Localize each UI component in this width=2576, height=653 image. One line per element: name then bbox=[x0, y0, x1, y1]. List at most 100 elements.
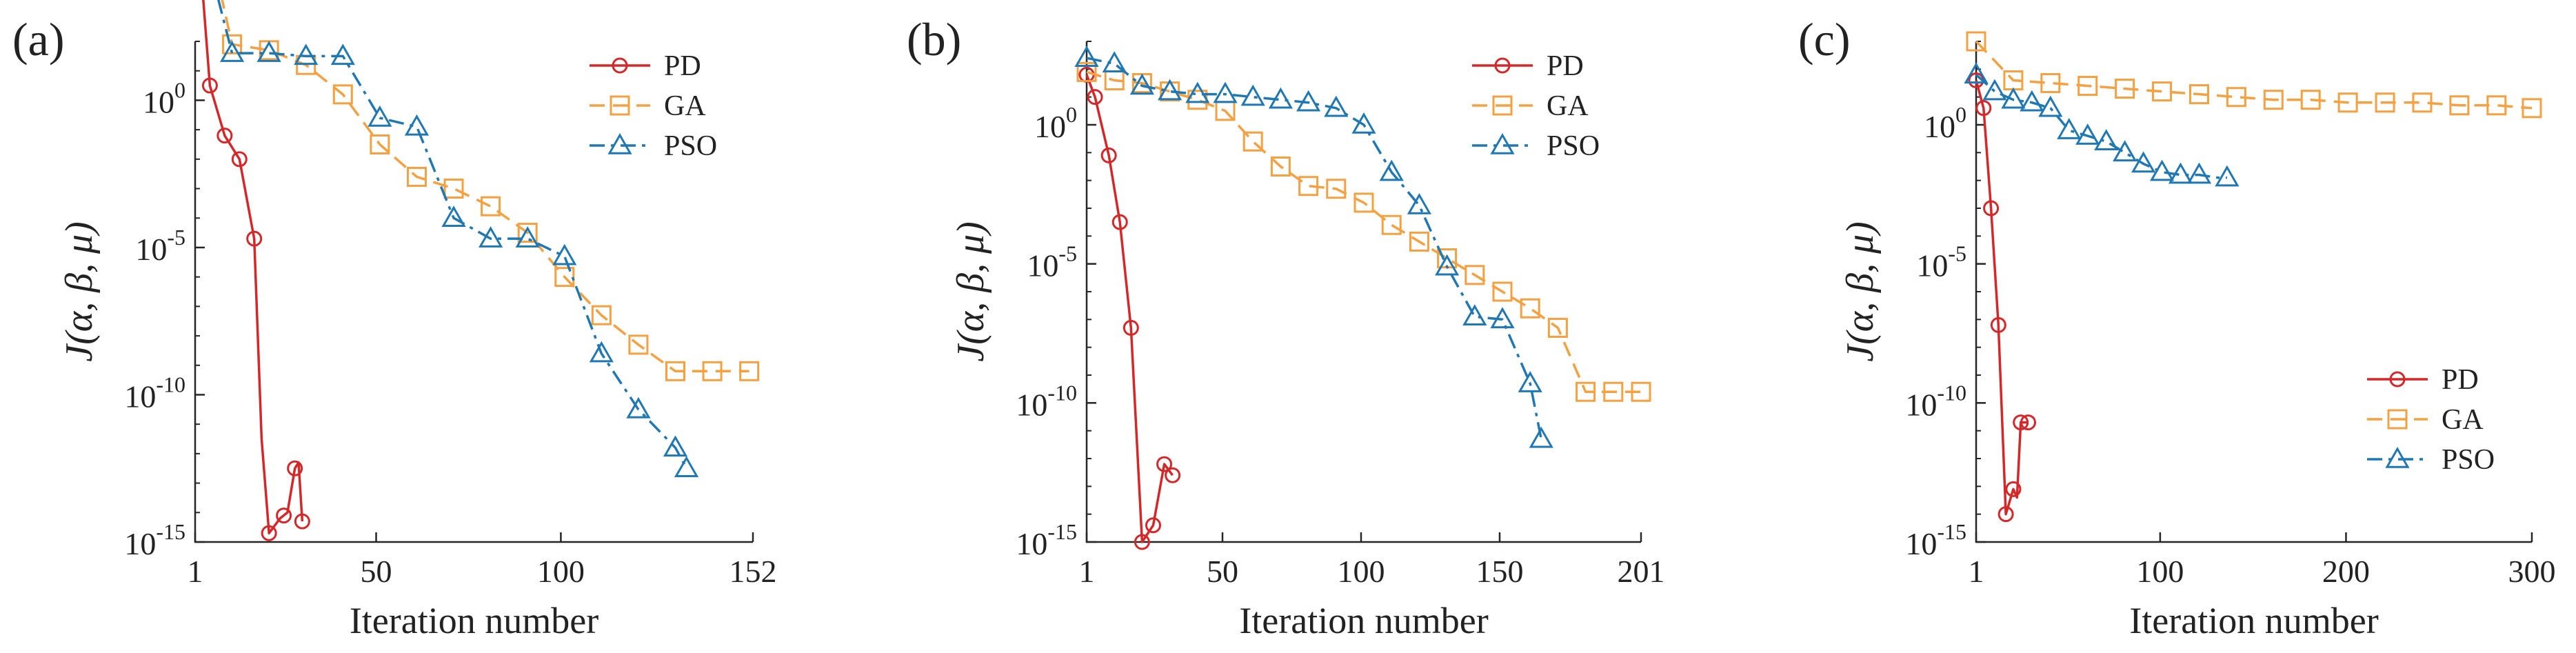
x-tick-label: 201 bbox=[1618, 554, 1665, 589]
triangle-marker bbox=[2075, 123, 2100, 145]
triangle-marker bbox=[1158, 79, 1183, 101]
triangle-marker bbox=[663, 435, 688, 457]
triangle-marker bbox=[1435, 254, 1460, 276]
x-axis-label: Iteration number bbox=[2129, 600, 2378, 641]
triangle-marker bbox=[1102, 51, 1127, 73]
series-line-ga bbox=[221, 0, 749, 373]
circle-marker bbox=[1998, 506, 2014, 523]
series-pso bbox=[1074, 46, 1553, 448]
triangle-marker bbox=[2149, 159, 2175, 181]
series-line-pd bbox=[1085, 74, 1174, 543]
square-marker bbox=[1603, 381, 1624, 402]
series-ga bbox=[221, 0, 760, 381]
y-tick-label: 100 bbox=[1924, 102, 1966, 144]
triangle-marker bbox=[1129, 73, 1154, 95]
square-marker bbox=[1966, 31, 1986, 52]
triangle-marker bbox=[1529, 426, 1553, 448]
square-marker bbox=[702, 361, 723, 381]
triangle-marker bbox=[2001, 87, 2026, 109]
x-tick-label: 50 bbox=[1207, 554, 1238, 589]
chart-panel-3: (c) 1 100 200 300 10-15 10-10 10-5 100 Iteration … bbox=[1798, 13, 2556, 641]
circle-marker bbox=[1145, 517, 1161, 534]
triangle-marker bbox=[2020, 90, 2044, 112]
legend: PD GA PSO bbox=[590, 50, 717, 162]
circle-marker bbox=[1975, 100, 1992, 117]
circle-marker bbox=[1165, 467, 1181, 483]
square-marker bbox=[591, 305, 612, 325]
x-tick-label: 1 bbox=[188, 554, 203, 589]
x-tick-label: 100 bbox=[537, 554, 585, 589]
legend-label-pso: PSO bbox=[664, 130, 717, 162]
square-marker bbox=[1465, 265, 1485, 285]
y-tick-label: 10-10 bbox=[1905, 380, 1966, 422]
triangle-marker bbox=[256, 41, 281, 62]
series-line-pd bbox=[202, 0, 304, 534]
x-tick-label: 200 bbox=[2322, 554, 2370, 589]
panel-label: (a) bbox=[12, 13, 64, 66]
x-tick-label: 1 bbox=[1079, 554, 1095, 589]
square-marker bbox=[517, 223, 538, 243]
square-marker bbox=[1576, 381, 1596, 402]
triangle-marker bbox=[479, 226, 503, 248]
square-marker bbox=[2188, 84, 2209, 105]
legend-marker-pd bbox=[1494, 57, 1511, 74]
legend-marker-ga bbox=[610, 95, 630, 116]
x-tick-label: 1 bbox=[1969, 554, 1984, 589]
x-tick-label: 100 bbox=[1337, 554, 1385, 589]
square-marker bbox=[1326, 179, 1347, 199]
y-tick-label: 10-10 bbox=[1016, 380, 1077, 422]
triangle-marker bbox=[2131, 151, 2156, 173]
y-axis-label: J(α, β, μ) bbox=[58, 221, 101, 362]
x-tick-label: 50 bbox=[361, 554, 392, 589]
circle-marker bbox=[201, 77, 218, 94]
panel-label: (b) bbox=[907, 13, 961, 66]
square-marker bbox=[2412, 92, 2433, 113]
square-marker bbox=[2263, 90, 2284, 110]
square-marker bbox=[1076, 61, 1097, 82]
square-marker bbox=[406, 166, 427, 187]
triangle-marker bbox=[1351, 112, 1376, 134]
square-marker bbox=[2522, 98, 2542, 119]
legend-marker-pso bbox=[1490, 132, 1515, 154]
circle-marker bbox=[217, 128, 233, 144]
circle-marker bbox=[1111, 214, 1128, 230]
triangle-marker bbox=[1490, 307, 1515, 329]
square-marker bbox=[1520, 298, 1540, 319]
legend: PD GA PSO bbox=[2367, 364, 2495, 476]
circle-marker bbox=[287, 460, 303, 476]
legend-marker-pd bbox=[2389, 371, 2406, 388]
circle-marker bbox=[294, 513, 310, 530]
circle-marker bbox=[1156, 456, 1173, 472]
square-marker bbox=[1492, 281, 1513, 302]
circle-marker bbox=[1983, 200, 2000, 217]
legend-label-pso: PSO bbox=[2442, 444, 2495, 476]
series-line-ga bbox=[1975, 40, 2533, 110]
circle-marker bbox=[261, 525, 277, 541]
triangle-marker bbox=[1213, 81, 1238, 103]
square-marker bbox=[2115, 79, 2135, 99]
x-axis-label: Iteration number bbox=[1239, 600, 1488, 641]
square-marker bbox=[2226, 87, 2246, 108]
circle-marker bbox=[1123, 319, 1139, 336]
triangle-marker bbox=[1462, 304, 1487, 326]
triangle-marker bbox=[515, 226, 540, 248]
series-pd bbox=[1968, 72, 2036, 523]
legend-label-pd: PD bbox=[1547, 50, 1584, 82]
triangle-marker bbox=[330, 43, 355, 66]
legend-label-ga: GA bbox=[1547, 90, 1589, 122]
circle-marker bbox=[2005, 481, 2022, 497]
chart-panel-2: (b)1 50 100 150 20110-1510-1010-5100Iteratio… bbox=[907, 13, 1665, 641]
x-tick-label: 152 bbox=[729, 554, 777, 589]
y-tick-label: 10-15 bbox=[124, 519, 185, 561]
circle-marker bbox=[1100, 147, 1117, 163]
series-ga bbox=[1076, 61, 1651, 402]
triangle-marker bbox=[368, 106, 392, 127]
square-marker bbox=[2375, 92, 2395, 113]
panel-label: (c) bbox=[1798, 13, 1850, 66]
square-marker bbox=[1631, 381, 1651, 402]
square-marker bbox=[1270, 157, 1291, 177]
circle-marker bbox=[2013, 414, 2029, 431]
square-marker bbox=[222, 34, 243, 54]
series-pd bbox=[201, 0, 310, 541]
series-pso bbox=[1964, 62, 2240, 187]
